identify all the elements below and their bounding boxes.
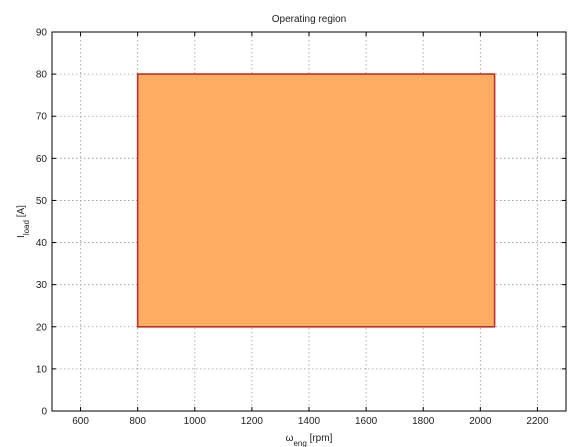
- y-axis-label-unit: [A]: [16, 205, 27, 220]
- y-tick-label: 50: [36, 196, 48, 207]
- y-tick-label: 80: [36, 70, 48, 81]
- y-axis-label-subscript: load: [22, 220, 31, 235]
- y-tick-label: 60: [36, 154, 48, 165]
- operating-region: [136, 73, 496, 328]
- y-axis-label-symbol: I: [16, 235, 27, 238]
- x-axis-label-unit: [rpm]: [307, 433, 333, 444]
- y-tick-label: 30: [36, 280, 48, 291]
- x-tick-label: 2200: [526, 416, 549, 427]
- y-tick-label: 90: [36, 28, 48, 39]
- x-tick-label: 1200: [241, 416, 264, 427]
- region-layer: [136, 73, 496, 328]
- x-tick-label: 1600: [355, 416, 378, 427]
- x-axis-label-subscript: eng: [293, 439, 306, 447]
- y-axis-label: Iload [A]: [16, 205, 31, 238]
- y-tick-label: 0: [41, 407, 47, 418]
- x-tick-label: 800: [129, 416, 146, 427]
- y-tick-label: 40: [36, 238, 48, 249]
- chart-title: Operating region: [272, 14, 347, 25]
- x-tick-label: 1000: [184, 416, 207, 427]
- y-tick-label: 10: [36, 364, 48, 375]
- x-axis-label-symbol: ω: [286, 433, 294, 444]
- y-tick-label: 20: [36, 322, 48, 333]
- x-tick-label: 1400: [298, 416, 321, 427]
- x-axis-label: ωeng [rpm]: [286, 433, 333, 447]
- x-tick-label: 600: [72, 416, 89, 427]
- x-tick-label: 1800: [412, 416, 435, 427]
- tick-layer: 600 800 1000 1200 1400 1600 1800 2000 2200 0 10 20 3…: [36, 28, 566, 427]
- label-layer: Operating region ωeng [rpm] Iload [A]: [16, 14, 346, 447]
- x-tick-label: 2000: [469, 416, 492, 427]
- y-tick-label: 70: [36, 112, 48, 123]
